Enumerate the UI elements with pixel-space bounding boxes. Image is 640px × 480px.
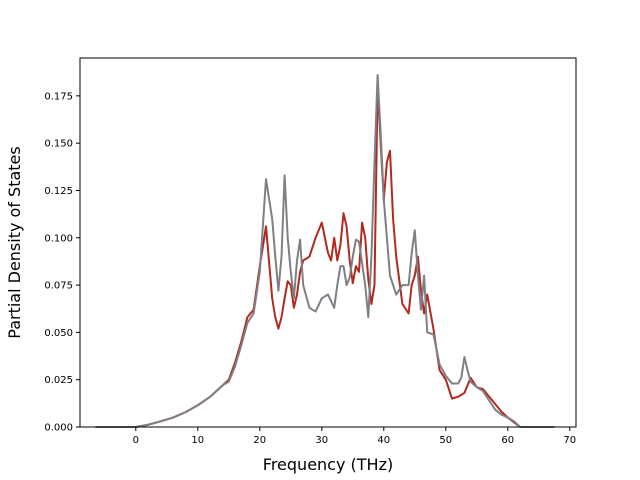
y-tick-label: 0.125 [44,186,73,197]
x-tick-label: 20 [253,435,266,446]
x-tick-label: 30 [315,435,328,446]
y-tick-label: 0.075 [44,281,73,292]
x-axis: 0 10 20 30 40 50 60 70 [133,427,576,446]
series-layer [95,74,555,428]
y-tick-label: 0.175 [44,91,73,102]
y-tick-label: 0.025 [44,375,73,386]
x-tick-label: 60 [501,435,514,446]
y-axis: 0.000 0.025 0.050 0.075 0.100 0.125 0.150 0.175 [44,91,80,434]
x-axis-label: Frequency (THz) [263,455,393,474]
series-line-1 [95,85,555,428]
y-tick-label: 0.150 [44,139,73,150]
x-tick-label: 70 [563,435,576,446]
y-tick-label: 0.100 [44,233,73,244]
series-line-2 [95,74,555,428]
plot-frame [79,57,577,428]
x-tick-label: 40 [377,435,390,446]
x-tick-label: 10 [191,435,204,446]
y-tick-label: 0.000 [44,423,73,434]
y-tick-label: 0.050 [44,328,73,339]
y-axis-label: Partial Density of States [5,146,24,338]
x-tick-label: 50 [439,435,452,446]
x-tick-label: 0 [133,435,139,446]
